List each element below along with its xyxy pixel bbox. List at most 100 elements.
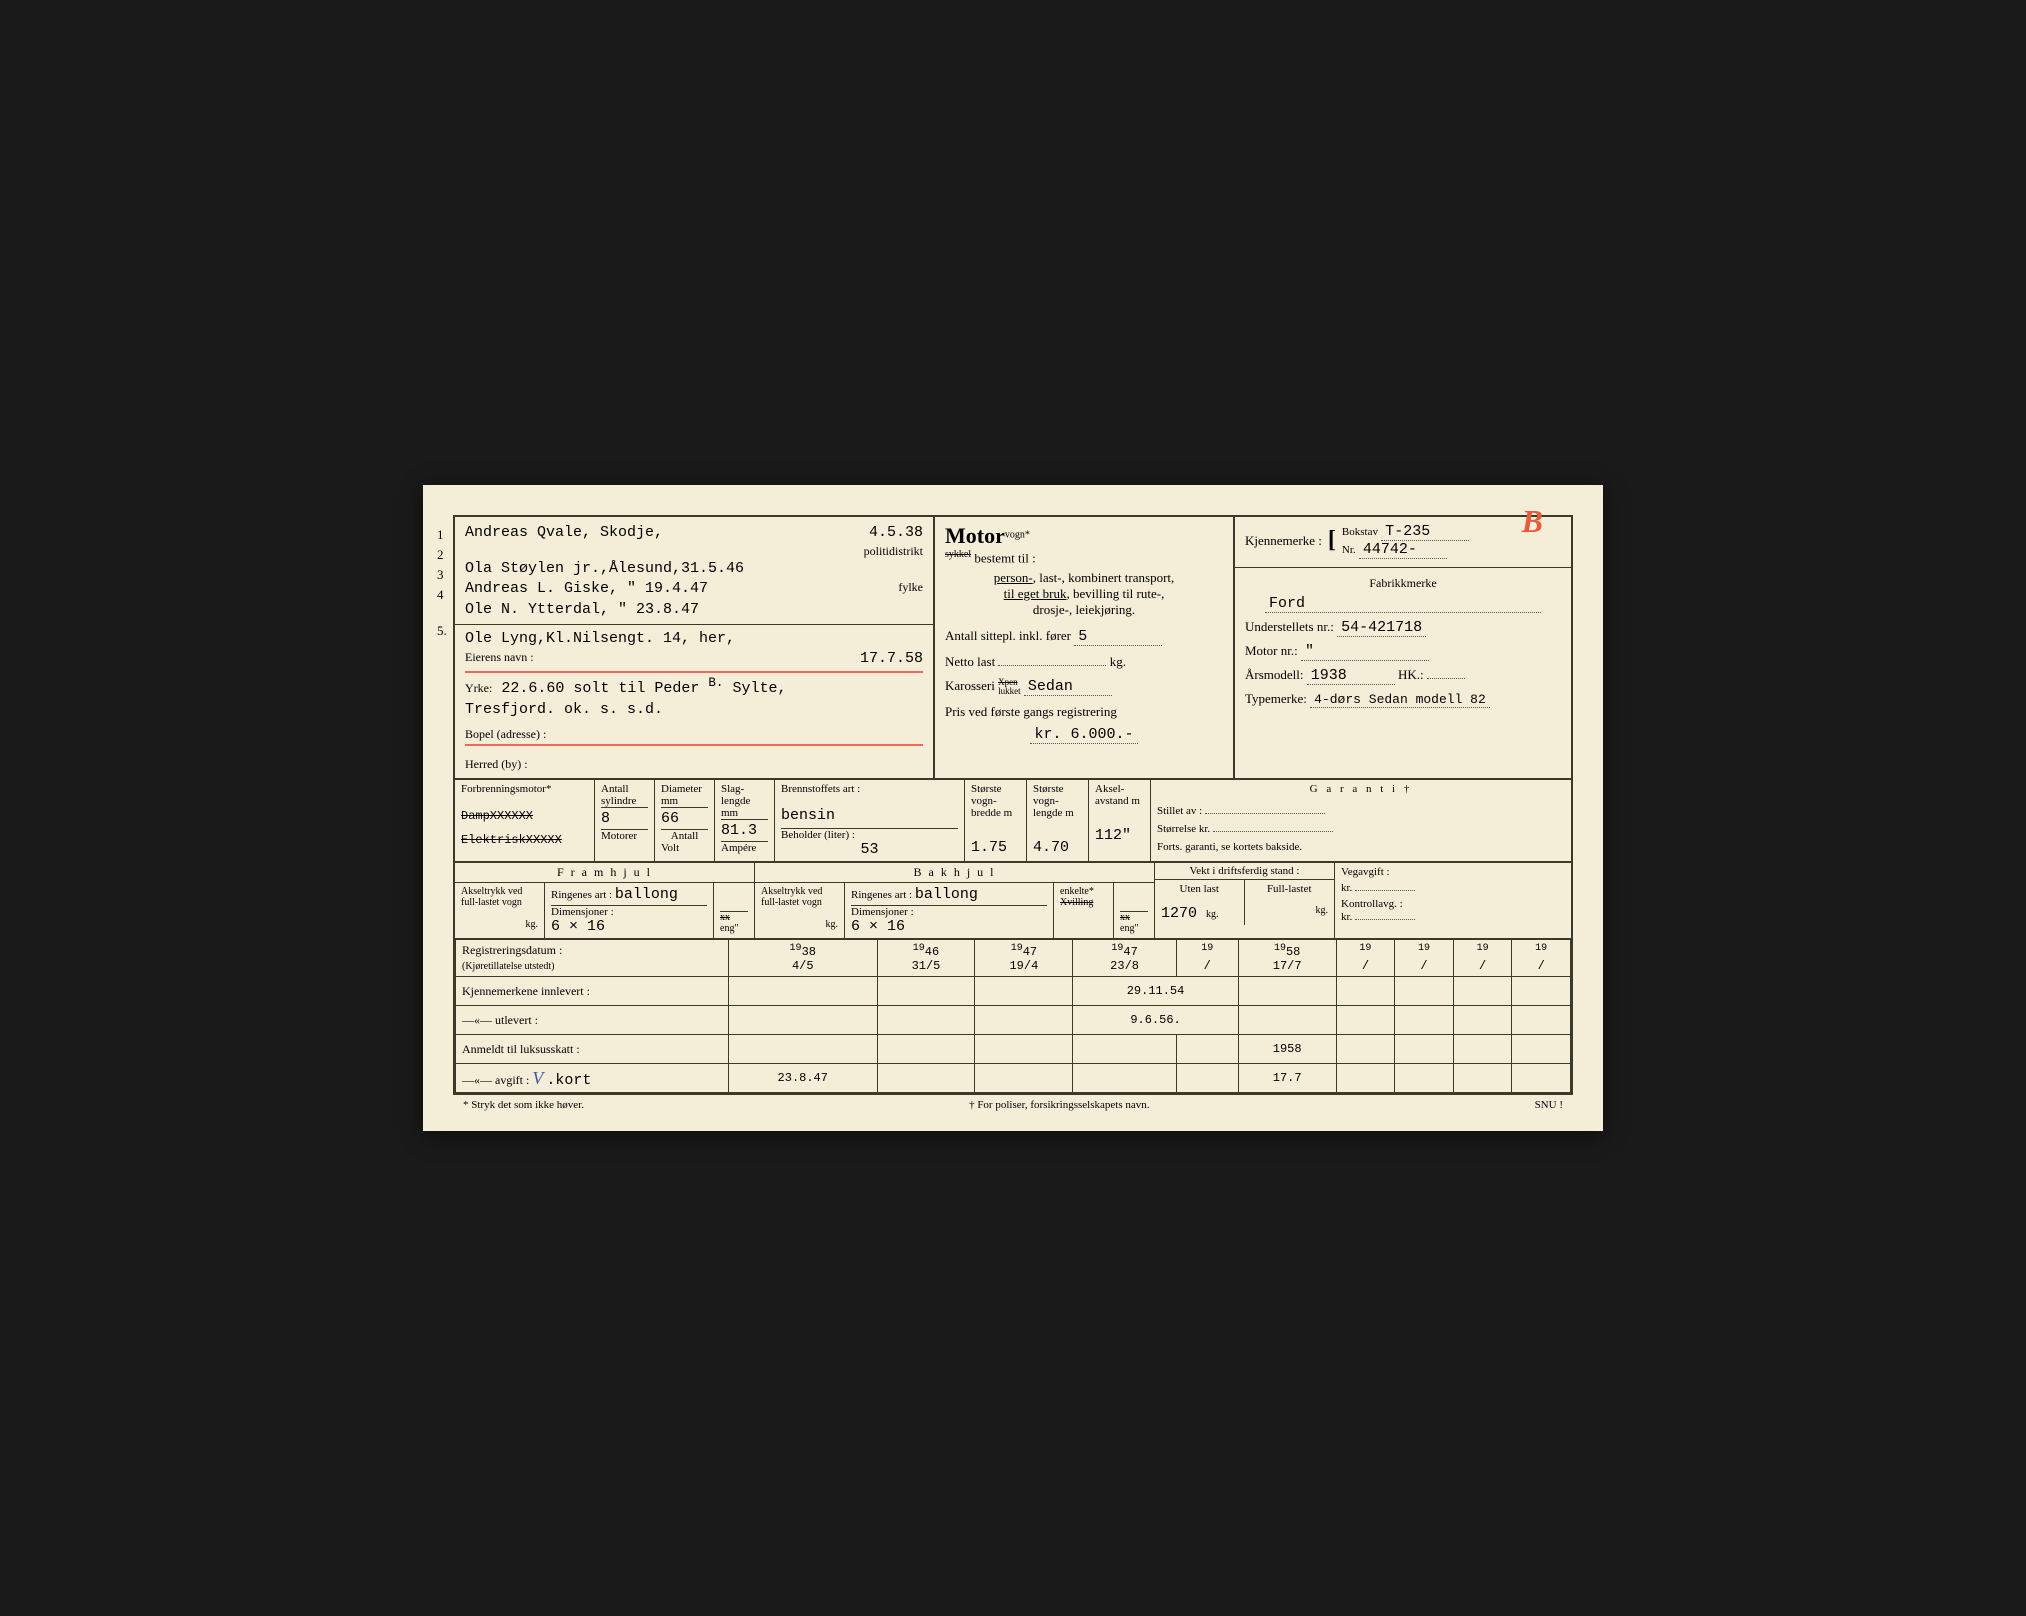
dim-val: 6 × 16 (551, 918, 605, 935)
karosseri-opt: lukket (998, 686, 1021, 696)
volt-lbl: Volt (661, 842, 708, 854)
owner-line: Ola Støylen jr.,Ålesund,31.5.46 (465, 559, 923, 579)
stillet-lbl: Stillet av : (1157, 805, 1202, 817)
motornr: " (1301, 643, 1429, 661)
amp-lbl: Ampére (721, 841, 768, 854)
brenn: bensin (781, 807, 958, 824)
forbr-cell: Forbrenningsmotor* DampXXXXXX ElektriskX… (455, 780, 595, 861)
lengde-cell: Største vogn-lengde m 4.70 (1027, 780, 1089, 861)
ring-lbl: Ringenes art : (551, 889, 612, 901)
ring-lbl2: Ringenes art : (851, 889, 912, 901)
kontroll-lbl: Kontrollavg. : (1341, 898, 1565, 910)
nr: 44742- (1359, 541, 1447, 559)
innlev-lbl: Kjennemerkene innlevert : (456, 977, 729, 1006)
dim-lbl2: Dimensjoner : (851, 906, 914, 918)
reg-date: 19/ (1176, 939, 1238, 977)
sup-vogn: vogn* (1005, 529, 1030, 540)
date: 4.5.38 (869, 523, 923, 543)
motorer-lbl: Motorer (601, 829, 648, 842)
aksel-lbl2: Akseltrykk ved full-lastet vognkg. (755, 883, 845, 938)
syl: 8 (601, 807, 648, 827)
full-cell: Full-lastet kg. (1245, 880, 1335, 925)
reg-date: 19/ (1512, 939, 1571, 977)
fabrikk-lbl: Fabrikkmerke (1245, 576, 1561, 591)
behold: 53 (781, 841, 958, 858)
label-eier: Eierens navn : (465, 649, 534, 669)
fabrikk: Ford (1265, 595, 1541, 613)
ring-cell: Ringenes art : ballong Dimensjoner : 6 ×… (545, 883, 714, 938)
forts-lbl: Forts. garanti, se kortets bakside. (1157, 841, 1565, 853)
hk (1427, 678, 1465, 679)
reg-date: 19384/5 (729, 939, 878, 977)
garanti-lbl: G a r a n t i † (1157, 783, 1565, 795)
bestemt: bestemt til : (974, 550, 1035, 565)
motor-box: Motorvogn*sykkel bestemt til : person-, … (935, 517, 1235, 779)
karosseri-lbl: Karosseri (945, 678, 995, 693)
antall2-lbl: Antall (661, 829, 708, 842)
kg: kg. (1110, 654, 1126, 669)
label-politidistrikt: politidistrikt (465, 543, 923, 559)
num: 3 (437, 565, 447, 585)
top-grid: 1 2 3 4 5. Andreas Qvale, Skodje, 4.5.38… (455, 517, 1571, 779)
footer-left: * Stryk det som ikke høver. (463, 1099, 584, 1111)
diam: 66 (661, 807, 708, 827)
brenn-cell: Brennstoffets art : bensin Beholder (lit… (775, 780, 965, 861)
footer-right: SNU ! (1535, 1099, 1563, 1111)
slag-lbl: Slag-lengde mm (721, 783, 768, 819)
under: 54-421718 (1337, 619, 1426, 637)
karosseri-val: Sedan (1024, 678, 1112, 696)
yrke-sup: B. (708, 676, 723, 690)
motor-title: Motor (945, 523, 1005, 548)
slag-cell: Slag-lengde mm 81.3 Ampére (715, 780, 775, 861)
vekt-lbl: Vekt i driftsferdig stand : (1155, 863, 1334, 880)
kjenn-lbl: Kjennemerke : (1245, 533, 1322, 549)
reg-date: 195817/7 (1238, 939, 1336, 977)
bak-lbl: B a k h j u l (755, 863, 1154, 883)
reg-date: 194631/5 (877, 939, 975, 977)
damp: DampXXXXXX (461, 809, 588, 823)
l1b: , last-, kombinert transport, (1033, 570, 1175, 585)
unit-cell2: xxeng" (1114, 883, 1154, 938)
uten-cell: Uten last 1270 kg. (1155, 880, 1245, 925)
l2b: , bevilling til rute-, (1066, 586, 1164, 601)
hk-lbl: HK.: (1398, 667, 1424, 682)
diam-cell: Diameter mm 66 Antall Volt (655, 780, 715, 861)
luks-row: Anmeldt til luksusskatt : 1958 (456, 1035, 1571, 1064)
bokstav: T-235 (1381, 523, 1469, 541)
registration-card: B 1 2 3 4 5. Andreas Qvale, Skodje, 4.5.… (423, 485, 1603, 1132)
owner-line: Ole Lyng,Kl.Nilsengt. 14, her, (465, 629, 923, 649)
behold-lbl: Beholder (liter) : (781, 828, 958, 841)
ring-val: ballong (615, 886, 678, 903)
yrke-text: 22.6.60 solt til Peder (501, 680, 699, 697)
reg-date: 194719/4 (975, 939, 1073, 977)
brenn-lbl: Brennstoffets art : (781, 783, 958, 795)
vekt-cell: Vekt i driftsferdig stand : Uten last 12… (1155, 863, 1335, 938)
antall-lbl: Antall sittepl. inkl. fører (945, 628, 1071, 643)
ring-val2: ballong (915, 886, 978, 903)
yrke-text2: Sylte, (732, 680, 786, 697)
netto-lbl: Netto last (945, 654, 995, 669)
line-numbers: 1 2 3 4 5. (437, 525, 447, 642)
owners-box: 1 2 3 4 5. Andreas Qvale, Skodje, 4.5.38… (455, 517, 935, 779)
red-underline (465, 671, 923, 673)
type-lbl: Typemerke: (1245, 691, 1307, 706)
aksel-lbl: Aksel-avstand m (1095, 783, 1144, 807)
engine-row: Forbrenningsmotor* DampXXXXXX ElektriskX… (455, 778, 1571, 861)
veg-cell: Vegavgift : kr. Kontrollavg. : kr. (1335, 863, 1571, 938)
red-annotation: B (1522, 503, 1543, 540)
nr-lbl: Nr. (1342, 544, 1356, 556)
luks-lbl: Anmeldt til luksusskatt : (456, 1035, 729, 1064)
innlev-row: Kjennemerkene innlevert : 29.11.54 (456, 977, 1571, 1006)
pris-val: kr. 6.000.- (1030, 726, 1137, 744)
type: 4-dørs Sedan modell 82 (1310, 692, 1490, 708)
reg-date: 19/ (1336, 939, 1395, 977)
num: 2 (437, 545, 447, 565)
bredde: 1.75 (971, 839, 1020, 856)
aksel-lbl: Akseltrykk ved full-lastet vognkg. (455, 883, 545, 938)
netto-val (998, 665, 1106, 666)
aksel: 112" (1095, 827, 1144, 844)
aksel-cell: Aksel-avstand m 112" (1089, 780, 1151, 861)
date: 17.7.58 (860, 649, 923, 669)
owner-line: Andreas Qvale, Skodje, (465, 523, 663, 543)
num: 5. (437, 621, 447, 641)
